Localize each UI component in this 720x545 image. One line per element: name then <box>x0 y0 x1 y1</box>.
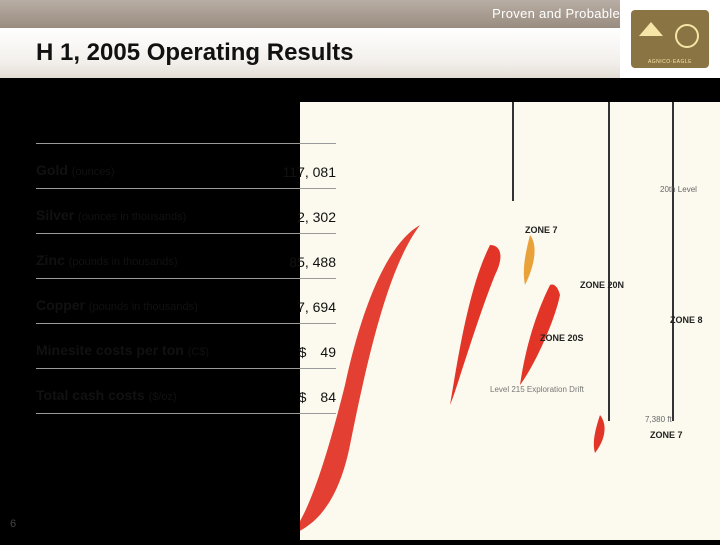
row-label: Zinc (pounds in thousands) <box>36 252 178 270</box>
row-label: Total cash costs ($/oz) <box>36 387 177 405</box>
table-row: Copper (pounds in thousands) 7, 694 <box>36 279 336 324</box>
results-table: Gold (ounces) 117, 081 Silver (ounces in t… <box>36 143 336 414</box>
table-row: Total cash costs ($/oz) $84 <box>36 369 336 414</box>
row-label: Copper (pounds in thousands) <box>36 297 198 315</box>
table-row: Zinc (pounds in thousands) 85, 488 <box>36 234 336 279</box>
row-label: Minesite costs per ton (C$) <box>36 342 209 360</box>
black-strip <box>0 78 720 102</box>
logo-brand-text: AGNICO·EAGLE <box>631 59 709 65</box>
value: 7, 694 <box>297 299 336 315</box>
row-value: 117, 081 <box>283 164 336 180</box>
table-row: Minesite costs per ton (C$) $49 <box>36 324 336 369</box>
agnico-eagle-logo: AGNICO·EAGLE <box>631 10 709 68</box>
row-label: Silver (ounces in thousands) <box>36 207 186 225</box>
value: 2, 302 <box>297 209 336 225</box>
currency-symbol: $ <box>299 389 307 405</box>
row-value: 2, 302 <box>297 209 336 225</box>
value: 85, 488 <box>289 254 336 270</box>
value: 117, 081 <box>283 164 336 180</box>
currency-symbol: $ <box>299 344 307 360</box>
row-value: 85, 488 <box>289 254 336 270</box>
top-banner: Proven and Probable <box>0 0 720 28</box>
value: 49 <box>320 344 336 360</box>
banner-subtitle: Proven and Probable <box>492 6 620 21</box>
row-value: $49 <box>299 344 336 360</box>
title-bar: H 1, 2005 Operating Results <box>0 28 720 78</box>
content-area: Gold (ounces) 117, 081 Silver (ounces in t… <box>0 78 720 540</box>
logo-area: AGNICO·EAGLE <box>620 0 720 78</box>
row-value: $84 <box>299 389 336 405</box>
row-value: 7, 694 <box>297 299 336 315</box>
row-label: Gold (ounces) <box>36 162 115 180</box>
page-number: 6 <box>10 518 16 530</box>
page-title: H 1, 2005 Operating Results <box>0 39 353 67</box>
table-row: Gold (ounces) 117, 081 <box>36 143 336 189</box>
value: 84 <box>320 389 336 405</box>
table-row: Silver (ounces in thousands) 2, 302 <box>36 189 336 234</box>
